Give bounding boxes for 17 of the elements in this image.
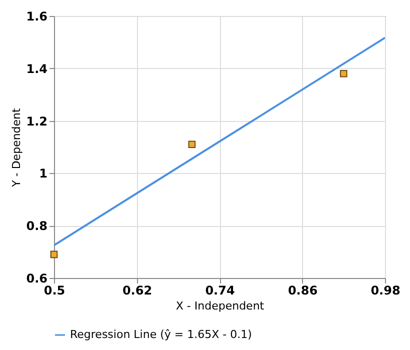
y-tick-label: 1.4 bbox=[26, 62, 48, 76]
point bbox=[340, 70, 348, 78]
x-tick-label: 0.86 bbox=[288, 284, 318, 298]
point bbox=[50, 250, 58, 258]
x-tick-label: 0.5 bbox=[44, 284, 66, 298]
x-tick-label: 0.74 bbox=[205, 284, 235, 298]
y-tick-label: 0.6 bbox=[26, 272, 48, 286]
y-tick-label: 1.6 bbox=[26, 10, 48, 24]
y-tick-label: 1 bbox=[39, 166, 48, 181]
x-axis-title: X - Independent bbox=[176, 300, 265, 312]
y-tick-label: 0.8 bbox=[26, 219, 48, 234]
x-tick-label: 0.98 bbox=[370, 284, 400, 298]
legend-label: Regression Line (ŷ = 1.65X - 0.1) bbox=[70, 328, 252, 341]
y-axis-title: Y - Dependent bbox=[10, 107, 24, 188]
y-tick-label: 1.2 bbox=[26, 114, 48, 128]
point bbox=[188, 140, 196, 148]
x-tick-label: 0.62 bbox=[122, 284, 152, 298]
